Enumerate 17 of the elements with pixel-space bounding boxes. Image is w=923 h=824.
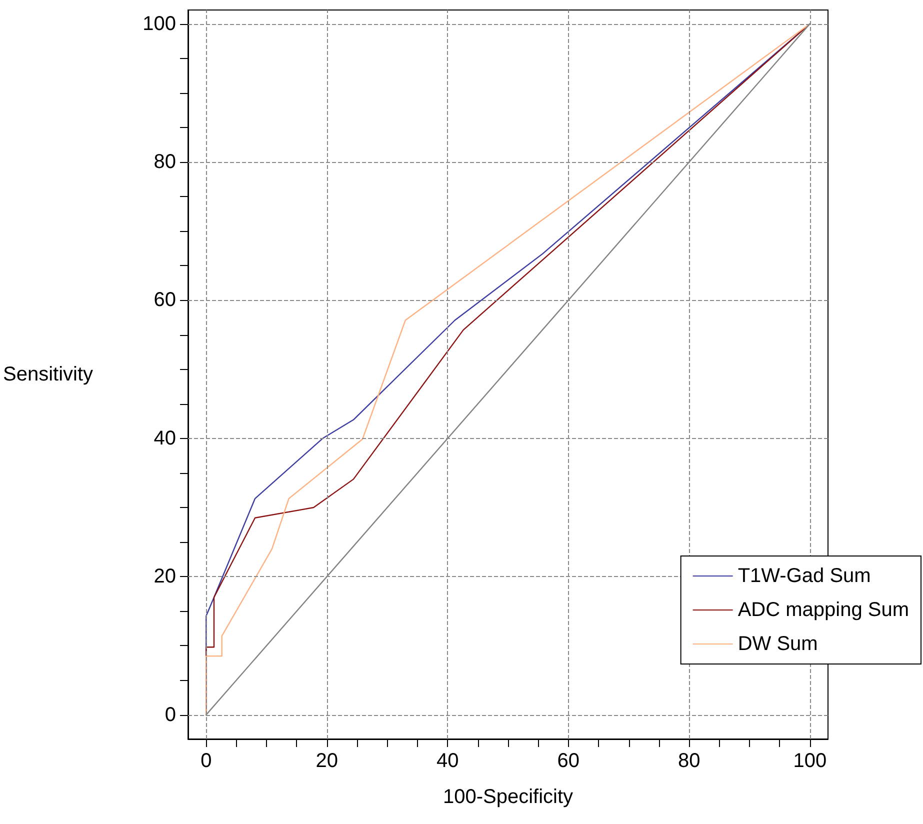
x-tick-label: 20 — [316, 750, 338, 772]
y-tick-label: 0 — [164, 704, 176, 726]
y-axis-title: Sensitivity — [3, 364, 94, 386]
y-tick-label: 40 — [154, 427, 176, 450]
x-tick-label: 0 — [200, 750, 212, 772]
y-tick-label: 80 — [154, 151, 176, 174]
x-tick-label: 100 — [793, 750, 827, 772]
x-tick-label: 60 — [557, 750, 580, 772]
legend-label: ADC mapping Sum — [738, 599, 910, 621]
y-tick-label: 100 — [142, 12, 176, 35]
y-tick-label: 60 — [154, 289, 176, 312]
legend-label: DW Sum — [738, 633, 818, 655]
x-tick-label: 80 — [678, 750, 700, 772]
x-axis-title: 100-Specificity — [442, 786, 574, 808]
y-tick-label: 20 — [154, 566, 176, 588]
legend-label: T1W-Gad Sum — [738, 565, 871, 587]
x-tick-label: 40 — [436, 750, 459, 772]
